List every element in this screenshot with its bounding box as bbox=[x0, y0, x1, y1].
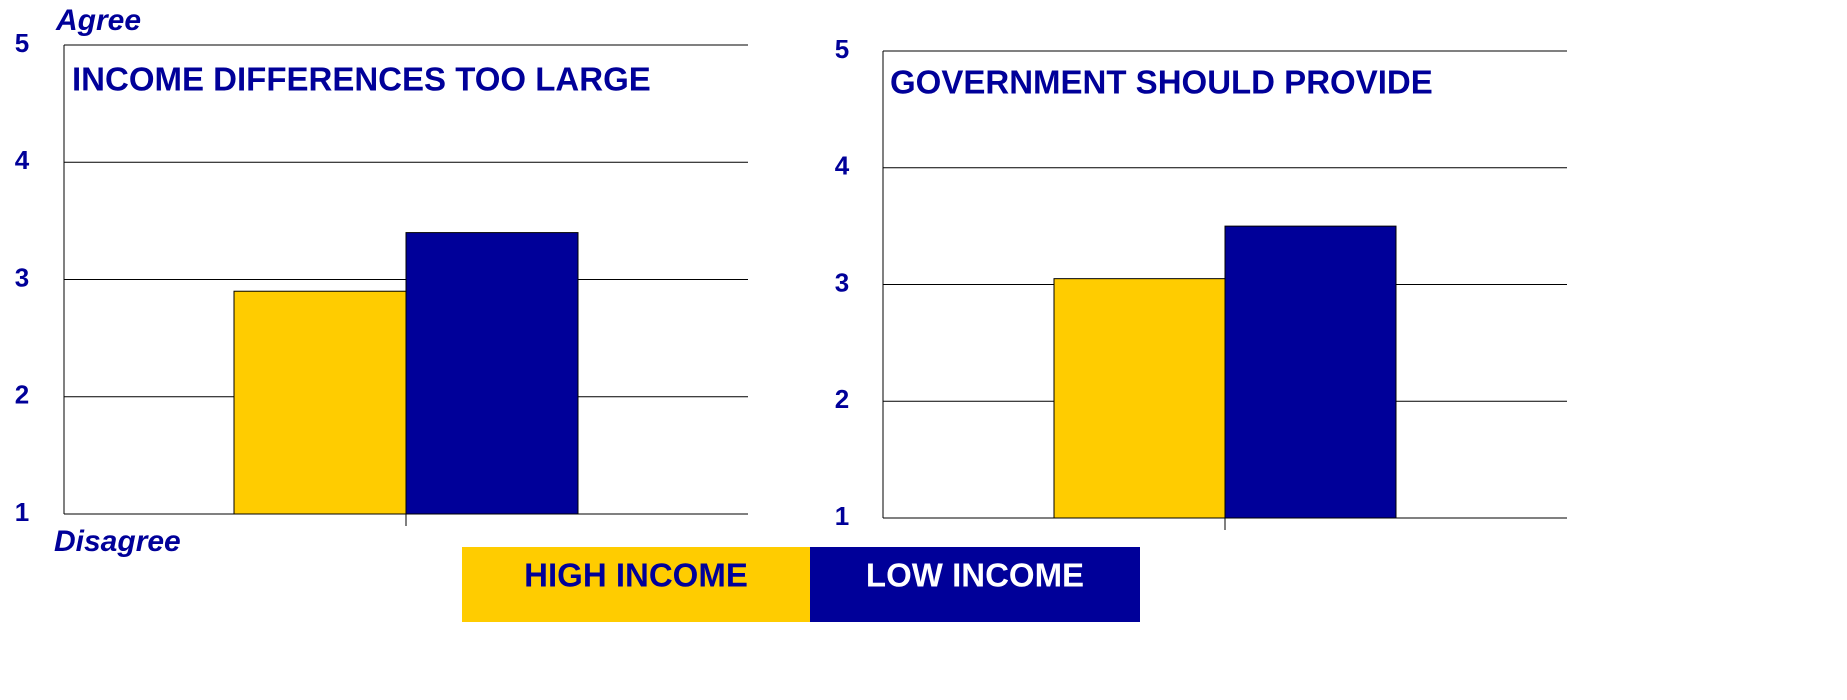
y-tick-label: 5 bbox=[835, 34, 849, 64]
bar bbox=[1053, 278, 1226, 519]
y-tick-label: 3 bbox=[835, 267, 849, 297]
y-tick-label: 2 bbox=[15, 380, 29, 410]
chart-title: INCOME DIFFERENCES TOO LARGE bbox=[72, 61, 651, 98]
legend-label: HIGH INCOME bbox=[524, 557, 748, 594]
y-tick-label: 4 bbox=[15, 145, 30, 175]
legend-swatch bbox=[810, 547, 1140, 622]
y-tick-label: 1 bbox=[835, 501, 849, 531]
y-tick-label: 3 bbox=[15, 262, 29, 292]
legend-label: LOW INCOME bbox=[866, 557, 1084, 594]
bar bbox=[405, 232, 579, 515]
y-tick-label: 4 bbox=[835, 151, 850, 181]
y-tick-label: 5 bbox=[15, 28, 29, 58]
legend-swatch bbox=[462, 547, 810, 622]
y-tick-label: 2 bbox=[835, 384, 849, 414]
annotation: Agree bbox=[55, 4, 141, 37]
bar bbox=[1224, 225, 1397, 519]
y-tick-label: 1 bbox=[15, 497, 29, 527]
annotation: Disagree bbox=[54, 525, 181, 558]
bar bbox=[233, 290, 407, 515]
chart-title: GOVERNMENT SHOULD PROVIDE bbox=[890, 64, 1433, 101]
